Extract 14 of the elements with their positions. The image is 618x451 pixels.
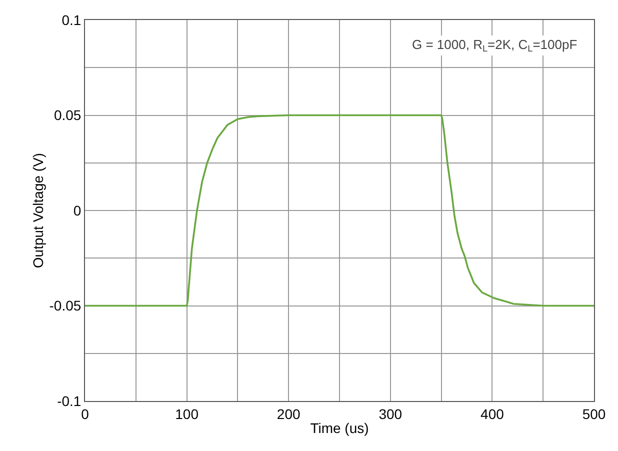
y-tick-label: 0.1: [62, 12, 82, 28]
annotation: G = 1000, R$_{L}$=2K, C$_{L}$=100pF: [412, 37, 578, 54]
x-tick-label: 300: [378, 406, 402, 422]
y-tick-label: 0.05: [54, 107, 82, 124]
y-tick-label: 0: [73, 202, 82, 218]
x-tick-label: 400: [480, 406, 504, 422]
y-tick-label: -0.1: [57, 392, 82, 409]
x-axis-title: Time (us): [310, 420, 369, 436]
y-axis-title: Output Voltage (V): [30, 152, 46, 268]
x-tick-label: 200: [276, 406, 300, 422]
y-tick-label: -0.05: [49, 298, 82, 314]
x-tick-label: 100: [175, 406, 199, 422]
x-tick-label: 500: [582, 406, 606, 422]
line-series: [85, 114, 594, 307]
